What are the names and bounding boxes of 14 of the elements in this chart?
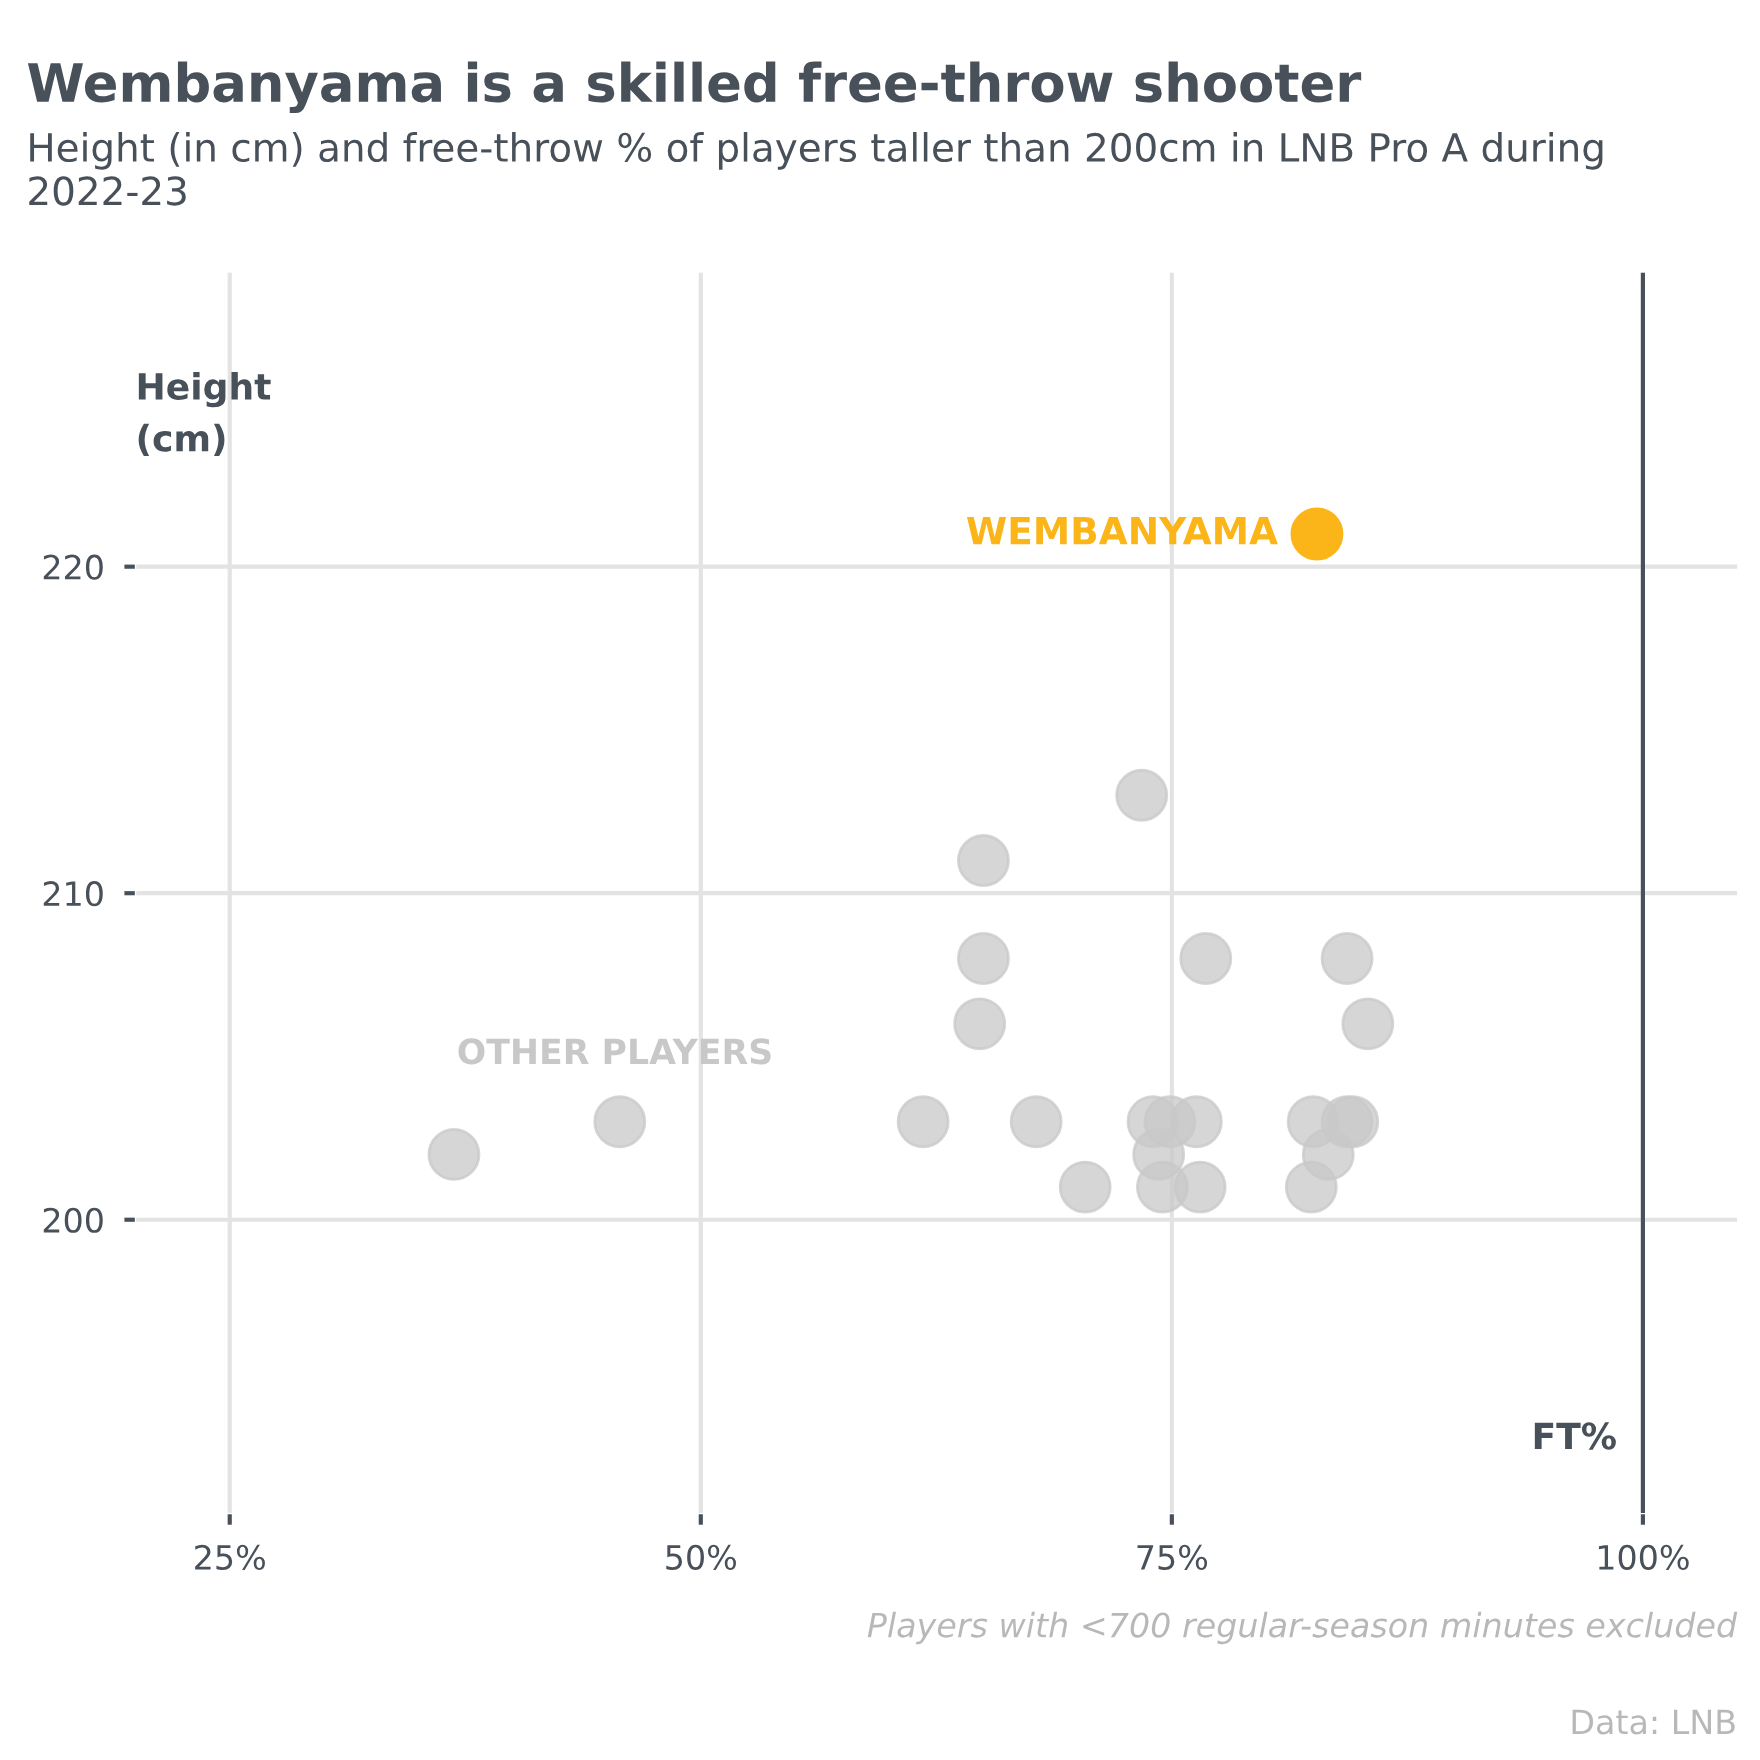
x-axis-title: FT%: [1534, 1422, 1616, 1450]
chart-subtitle: Height (in cm) and free-throw % of players taller than 200cm in LNB Pro A during 2022-23: [29, 132, 1603, 206]
x-tick-label: 100%: [1598, 1544, 1689, 1570]
text: Data: LNB: [1572, 1709, 1735, 1735]
x-tick-label: 75%: [1137, 1544, 1208, 1570]
chart-title: Wembanyama is a skilled free-throw shooter: [27, 61, 1362, 114]
y-tick-label: 220: [43, 554, 103, 580]
y-tick-label: 210: [43, 881, 103, 907]
text: Players with <700 regular-season minutes excluded: [867, 1611, 1738, 1645]
y-tick-label: 200: [43, 1207, 103, 1233]
x-tick-label: 50%: [666, 1544, 736, 1570]
series-label: WEMBANYAMA: [966, 517, 1278, 545]
x-tick-label: 25%: [195, 1544, 265, 1570]
y-axis-title: Height (cm): [138, 372, 271, 456]
